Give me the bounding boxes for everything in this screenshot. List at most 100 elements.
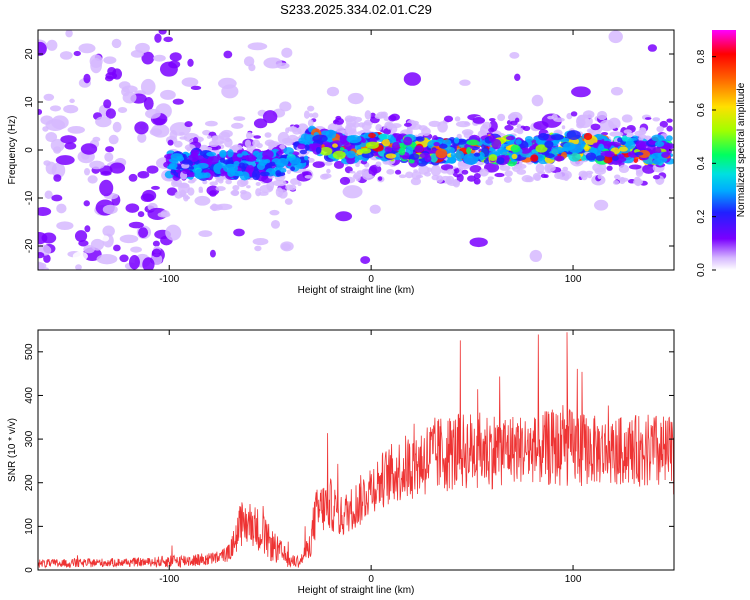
heatmap-cell [455, 150, 465, 160]
heatmap-cell [624, 140, 636, 150]
heatmap-cell [582, 110, 595, 119]
heatmap-cell [473, 178, 481, 185]
heatmap-cell [598, 143, 605, 152]
heatmap-cell [424, 155, 432, 162]
heatmap-cell [196, 162, 209, 169]
heatmap-cell [531, 94, 544, 107]
heatmap-cell [618, 164, 630, 174]
heatmap-cell [181, 77, 199, 87]
heatmap-cell [262, 149, 274, 160]
heatmap-cell [504, 124, 514, 131]
heatmap-cell [219, 149, 227, 158]
heatmap-cell [438, 143, 448, 149]
heatmap-cell [550, 134, 564, 141]
heatmap-cell [43, 160, 51, 166]
heatmap-cell [38, 108, 43, 115]
heatmap-cell [464, 121, 470, 126]
heatmap-cell [111, 38, 122, 49]
heatmap-cell [335, 115, 342, 121]
heatmap-cell [466, 139, 480, 146]
heatmap-cell [60, 135, 77, 144]
heatmap-cell [516, 168, 527, 175]
heatmap-cell [472, 116, 486, 124]
heatmap-cell [578, 170, 588, 178]
heatmap-cell [551, 146, 565, 154]
heatmap-cell [38, 231, 48, 245]
heatmap-cell [521, 175, 533, 183]
heatmap-cell [335, 211, 353, 222]
heatmap-cell [246, 185, 251, 189]
heatmap-cell [665, 135, 673, 142]
heatmap-cell [108, 134, 119, 145]
snr-series-line [38, 332, 674, 569]
heatmap-cell [300, 133, 311, 143]
heatmap-cell [652, 117, 661, 122]
heatmap-cell [433, 142, 440, 147]
heatmap-cell [83, 73, 91, 84]
heatmap-cell [103, 99, 112, 109]
heatmap-cell [38, 207, 52, 216]
heatmap-cell [65, 30, 73, 38]
heatmap-cell [83, 167, 91, 176]
heatmap-cell [533, 120, 549, 130]
heatmap-cell [585, 152, 597, 161]
heatmap-cell [141, 51, 155, 65]
heatmap-cell [628, 164, 642, 170]
heatmap-cell [73, 50, 81, 57]
heatmap-cell [496, 157, 505, 165]
heatmap-cell [255, 188, 262, 197]
heatmap-cell [119, 254, 129, 263]
heatmap-cell [514, 117, 520, 123]
heatmap-cell [355, 174, 361, 182]
heatmap-cell [209, 181, 219, 186]
heatmap-cell [269, 161, 276, 167]
heatmap-cell [87, 175, 98, 184]
heatmap-cell [375, 124, 383, 132]
heatmap-cell [644, 117, 652, 120]
heatmap-cell [105, 108, 117, 119]
heatmap-cell [358, 122, 365, 128]
heatmap-cell [562, 166, 569, 172]
heatmap-cell [406, 127, 413, 136]
heatmap-cell [128, 173, 138, 182]
heatmap-cell [56, 203, 67, 214]
heatmap-cell [312, 112, 319, 119]
heatmap-cell [326, 168, 331, 174]
heatmap-cell [666, 118, 673, 123]
heatmap-cell [540, 173, 547, 178]
heatmap-cell [101, 235, 110, 242]
heatmap-cell [194, 195, 211, 206]
y-tick-label: 300 [24, 430, 35, 447]
heatmap-cell [75, 264, 82, 270]
heatmap-cell [125, 203, 140, 213]
heatmap-cell [612, 180, 620, 185]
heatmap-cell [571, 86, 591, 98]
heatmap-cell [308, 113, 314, 118]
heatmap-cell [142, 189, 157, 202]
heatmap-cell [289, 178, 301, 185]
heatmap-cell [346, 150, 356, 159]
heatmap-cell [349, 170, 356, 174]
heatmap-cell [390, 123, 402, 129]
heatmap-cell [154, 33, 162, 43]
heatmap-cell [189, 166, 195, 170]
x-tick-label: -100 [159, 574, 179, 585]
heatmap-cell [504, 170, 513, 177]
heatmap-cell [231, 189, 240, 197]
heatmap-cell [187, 179, 195, 184]
heatmap-cell [135, 42, 150, 54]
heatmap-cell [633, 178, 644, 186]
heatmap-cell [49, 105, 62, 112]
heatmap-cell [312, 134, 328, 143]
heatmap-cell [623, 129, 632, 134]
heatmap-cell [315, 146, 322, 154]
heatmap-cell [544, 140, 554, 149]
x-tick-label: 100 [565, 574, 582, 585]
heatmap-cell [232, 184, 240, 191]
heatmap-cell [269, 209, 280, 216]
heatmap-cell [187, 58, 194, 67]
heatmap-cell [405, 171, 414, 179]
y-tick-label: 100 [24, 518, 35, 535]
heatmap-cell [225, 179, 232, 185]
heatmap-cell [652, 158, 662, 165]
